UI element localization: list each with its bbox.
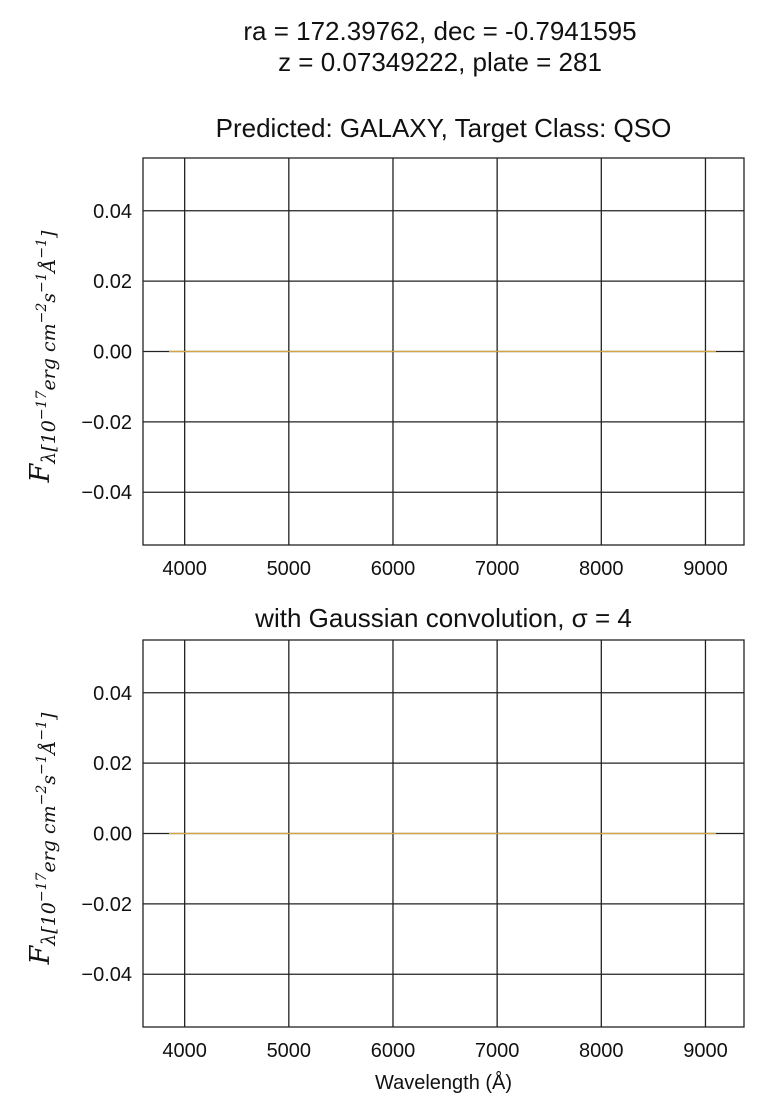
y-tick-label: −0.04 [81,482,132,504]
y-axis-label: Fλ[10−17erg cm−2s−1Å−1] [25,230,60,484]
figure-suptitle-line1: ra = 172.39762, dec = -0.7941595 [243,16,637,46]
y-tick-label: −0.02 [81,894,132,916]
top-plot: 4000 5000 6000 7000 8000 9000 0.04 0.02 0.00 −0.0… [25,157,745,580]
top-plot-title: Predicted: GALAXY, Target Class: QSO [215,113,672,143]
y-tick-label: 0.04 [93,683,132,705]
bottom-plot-title: with Gaussian convolution, σ = 4 [143,603,744,634]
y-tick-label: 0.00 [93,824,132,846]
y-tick-label: 0.04 [93,201,132,223]
y-axis-label: Fλ[10−17erg cm−2s−1Å−1] [25,712,60,966]
x-tick-label: 6000 [371,1040,416,1062]
y-tick-label: 0.02 [93,271,132,293]
x-tick-label: 4000 [162,1040,207,1062]
x-tick-label: 8000 [579,558,624,580]
bottom-plot: 4000 5000 6000 7000 8000 9000 0.04 0.02 0.00 −0.0… [25,639,745,1094]
x-tick-label: 7000 [475,558,520,580]
y-tick-label: 0.02 [93,753,132,775]
x-axis-label: Wavelength (Å) [375,1071,512,1094]
x-tick-label: 9000 [683,1040,728,1062]
y-tick-label: 0.00 [93,342,132,364]
figure-suptitle-line2: z = 0.07349222, plate = 281 [278,47,602,77]
x-tick-label: 6000 [371,558,416,580]
x-tick-label: 7000 [475,1040,520,1062]
x-tick-label: 5000 [267,558,312,580]
x-tick-label: 4000 [162,558,207,580]
y-tick-label: −0.04 [81,964,132,986]
plot-frame [142,639,745,1028]
plot-frame [142,157,745,546]
y-tick-label: −0.02 [81,412,132,434]
x-tick-label: 8000 [579,1040,624,1062]
x-tick-label: 5000 [267,1040,312,1062]
x-tick-label: 9000 [683,558,728,580]
bottom-plot-title-text: with Gaussian convolution, σ = 4 [255,603,632,633]
